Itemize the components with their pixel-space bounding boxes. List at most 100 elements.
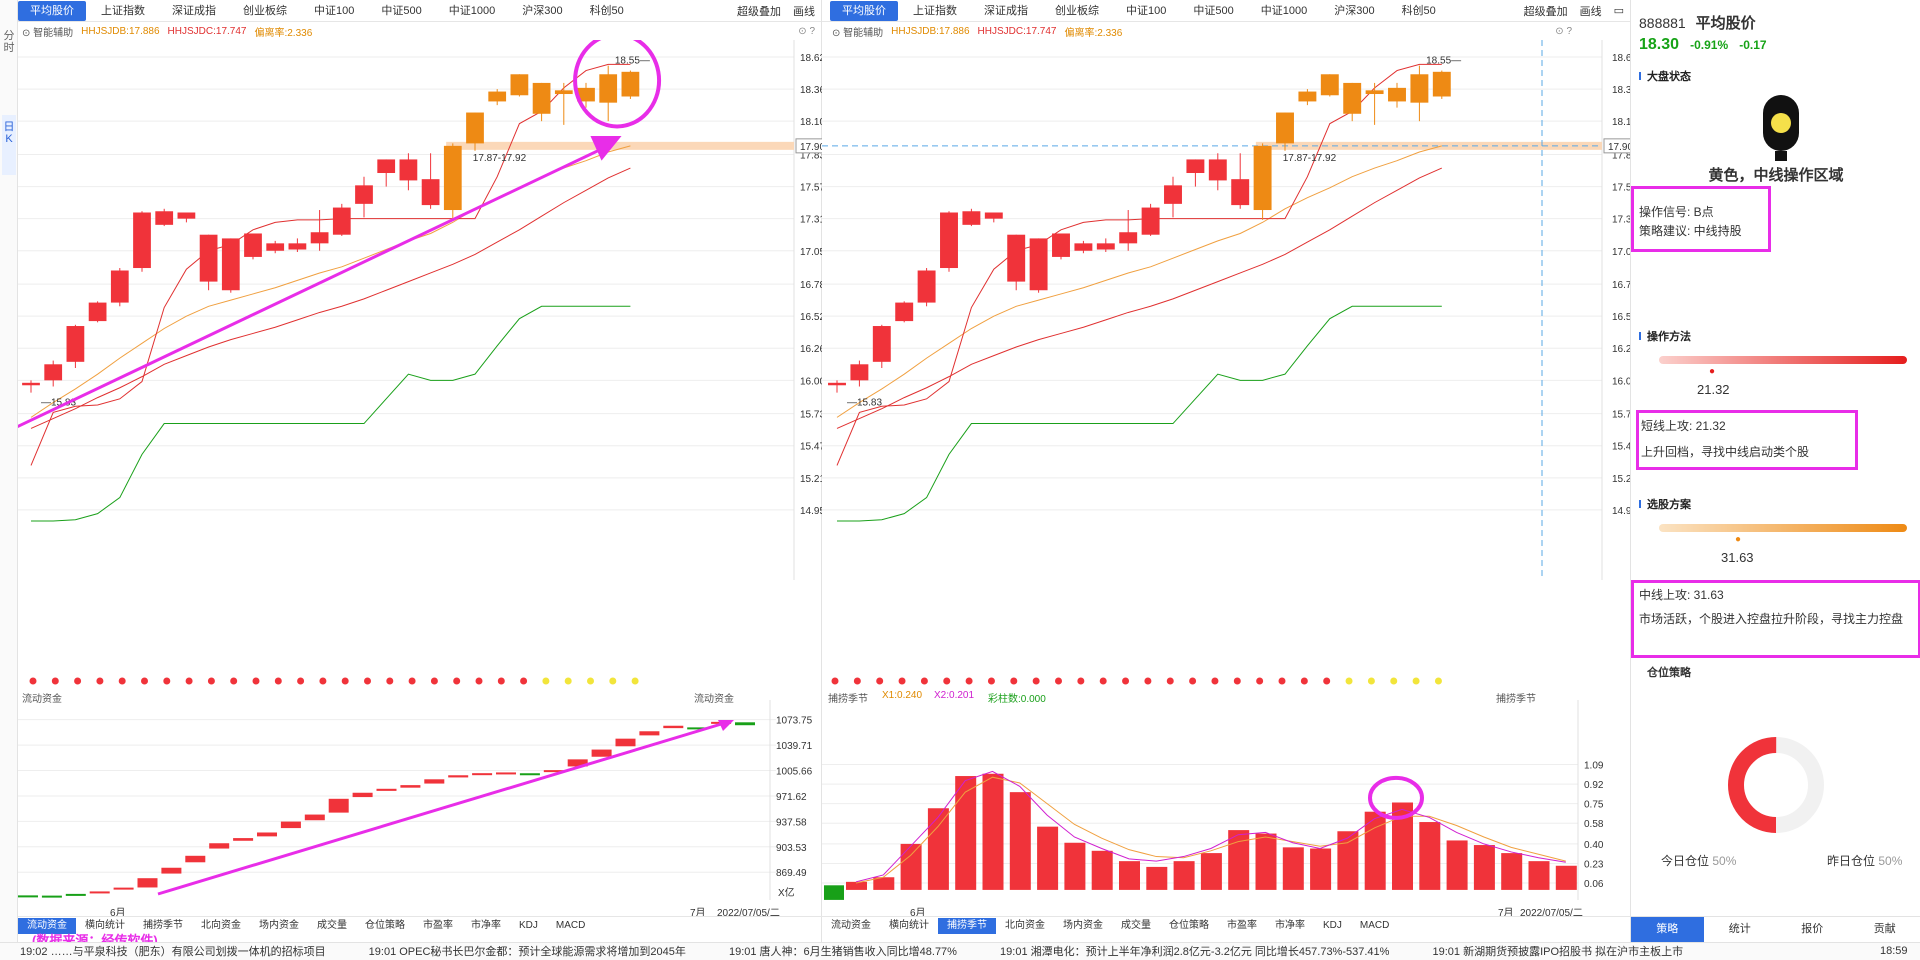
ind2-tab-volume[interactable]: 成交量 xyxy=(1121,919,1151,931)
ind-tab-onfloor[interactable]: 场内资金 xyxy=(259,919,299,931)
ind2-tab-pe[interactable]: 市盈率 xyxy=(1227,919,1257,931)
ma-red-thin-line xyxy=(836,63,1442,466)
ind-tab-fishing[interactable]: 捕捞季节 xyxy=(143,919,183,931)
window-icon[interactable]: ▭ xyxy=(1613,5,1624,17)
tab-daily-k[interactable]: 日K xyxy=(2,115,16,175)
fishing-x1: X1:0.240 xyxy=(882,690,923,701)
ind-tab-pe[interactable]: 市盈率 xyxy=(423,919,453,931)
signal-dot xyxy=(274,677,282,685)
ind2-tab-north[interactable]: 北向资金 xyxy=(1005,919,1045,931)
tab-zz500-2[interactable]: 中证500 xyxy=(1193,4,1234,17)
tab-sz-index[interactable]: 深证成指 xyxy=(172,4,216,17)
draw-line-button-2[interactable]: 画线 xyxy=(1579,5,1602,18)
rtab-stats[interactable]: 统计 xyxy=(1728,923,1751,935)
tab-cyb-2[interactable]: 创业板综 xyxy=(1055,4,1099,17)
fishing-bar xyxy=(1146,866,1168,890)
ind2-tab-pb[interactable]: 市净率 xyxy=(1275,919,1305,931)
y-tick-label: 18.10 xyxy=(1612,117,1630,128)
pick-section: 选股方案 xyxy=(1639,496,1691,512)
ind-tab-macd[interactable]: MACD xyxy=(555,919,586,931)
hhjsjdb-value: HHJSJDB:17.886 xyxy=(81,25,160,37)
ind-tab-horizontal[interactable]: 横向统计 xyxy=(85,919,125,931)
unit-label: X亿 xyxy=(778,888,795,899)
status-section: 大盘状态 xyxy=(1639,68,1691,84)
fishing-bar xyxy=(1173,861,1195,890)
overlay-button[interactable]: 超级叠加 xyxy=(737,5,781,18)
signal-dot xyxy=(475,677,483,685)
tab-avg-price-2[interactable]: 平均股价 xyxy=(830,0,898,21)
rtab-strategy[interactable]: 策略 xyxy=(1631,917,1704,942)
y-tick-label: 1039.71 xyxy=(776,741,813,752)
ind-tab-kdj[interactable]: KDJ xyxy=(519,919,538,931)
ind2-tab-horizontal[interactable]: 横向统计 xyxy=(889,919,929,931)
y-tick-label: 15.21 xyxy=(1612,474,1630,485)
method-gauge xyxy=(1659,356,1907,364)
ind-tab-liquidity[interactable]: 流动资金 xyxy=(18,917,76,934)
settings-icon[interactable]: ⊙ ? xyxy=(798,25,815,37)
fishing-bar xyxy=(1037,826,1059,890)
ind2-tab-position[interactable]: 仓位策略 xyxy=(1169,919,1209,931)
tab-zz100[interactable]: 中证100 xyxy=(314,4,355,17)
ind2-tab-onfloor[interactable]: 场内资金 xyxy=(1063,919,1103,931)
tab-intraday[interactable]: 分时 xyxy=(2,30,16,54)
tab-sh-index-2[interactable]: 上证指数 xyxy=(913,4,957,17)
signal-dot xyxy=(898,677,906,685)
y-tick-label: 937.58 xyxy=(776,817,807,828)
news-item[interactable]: 19:01 OPEC秘书长巴尔金都：预计全球能源需求将增加到2045年 xyxy=(368,946,686,958)
settings-icon-2[interactable]: ⊙ ? xyxy=(1555,25,1572,37)
signal-dot xyxy=(965,677,973,685)
method-line1: 短线上攻: 21.32 xyxy=(1641,419,1726,433)
draw-line-button[interactable]: 画线 xyxy=(793,5,815,18)
tab-avg-price[interactable]: 平均股价 xyxy=(18,0,86,21)
ind-tab-pb[interactable]: 市净率 xyxy=(471,919,501,931)
news-item[interactable]: 19:01 唐人神：6月生猪销售收入同比增48.77% xyxy=(728,946,957,958)
news-item[interactable]: 19:02 ……与平泉科技（肥东）有限公司划拨一体机的招标项目 xyxy=(20,946,326,958)
ind2-tab-macd[interactable]: MACD xyxy=(1359,919,1390,931)
tab-zz1000-2[interactable]: 中证1000 xyxy=(1260,4,1308,17)
status-label: 黄色，中线操作区域 xyxy=(1708,167,1844,184)
ind2-tab-kdj[interactable]: KDJ xyxy=(1323,919,1342,931)
y-tick-label: 14.95 xyxy=(1612,506,1630,517)
signal-dot xyxy=(74,677,82,685)
ind2-tab-liquidity[interactable]: 流动资金 xyxy=(831,919,871,931)
tab-kc50-2[interactable]: 科创50 xyxy=(1401,4,1436,17)
ma-red-line xyxy=(836,167,1443,429)
tab-kc50[interactable]: 科创50 xyxy=(589,4,624,17)
candle xyxy=(1029,238,1048,291)
ind-tab-north[interactable]: 北向资金 xyxy=(201,919,241,931)
position-donut xyxy=(1728,737,1824,833)
ind-tab-position[interactable]: 仓位策略 xyxy=(365,919,405,931)
candle xyxy=(599,74,618,103)
tab-sz-index-2[interactable]: 深证成指 xyxy=(984,4,1028,17)
ind-tab-volume[interactable]: 成交量 xyxy=(317,919,347,931)
liquidity-bar xyxy=(233,838,254,841)
tab-cyb[interactable]: 创业板综 xyxy=(243,4,287,17)
news-item[interactable]: 19:01 湘潭电化：预计上半年净利润2.8亿元-3.2亿元 同比增长457.7… xyxy=(1000,946,1390,958)
ma-orange-line xyxy=(836,145,1442,418)
liquidity-title: 流动资金 xyxy=(22,694,62,705)
tab-zz500[interactable]: 中证500 xyxy=(381,4,422,17)
tab-hs300-2[interactable]: 沪深300 xyxy=(1334,4,1375,17)
signal-dots xyxy=(29,677,639,685)
candle xyxy=(332,207,351,235)
assist-toggle-2[interactable]: ⊙ 智能辅助 xyxy=(832,27,884,39)
tab-zz1000[interactable]: 中证1000 xyxy=(448,4,496,17)
tab-zz100-2[interactable]: 中证100 xyxy=(1126,4,1167,17)
tab-hs300[interactable]: 沪深300 xyxy=(522,4,563,17)
price-box xyxy=(795,138,822,154)
news-item[interactable]: 19:01 新湖期货预披露IPO招股书 拟在沪市主板上市 xyxy=(1432,946,1684,958)
rtab-contribution[interactable]: 贡献 xyxy=(1873,923,1896,935)
range-annotation: 17.87-17.92 xyxy=(473,153,527,164)
ind2-tab-fishing[interactable]: 捕捞季节 xyxy=(938,917,996,934)
signal-dot xyxy=(1144,677,1152,685)
overlay-button-2[interactable]: 超级叠加 xyxy=(1523,5,1568,18)
tab-sh-index[interactable]: 上证指数 xyxy=(101,4,145,17)
signal-dot xyxy=(1300,677,1308,685)
candle xyxy=(1388,87,1406,102)
rtab-quote[interactable]: 报价 xyxy=(1801,923,1824,935)
y-tick-label: 17.57 xyxy=(1612,183,1630,194)
assist-toggle[interactable]: ⊙ 智能辅助 xyxy=(22,27,74,39)
fishing-bar xyxy=(1501,853,1523,890)
liquidity-bar xyxy=(328,798,349,813)
deviation-value-2: 偏离率:2.336 xyxy=(1064,27,1123,39)
